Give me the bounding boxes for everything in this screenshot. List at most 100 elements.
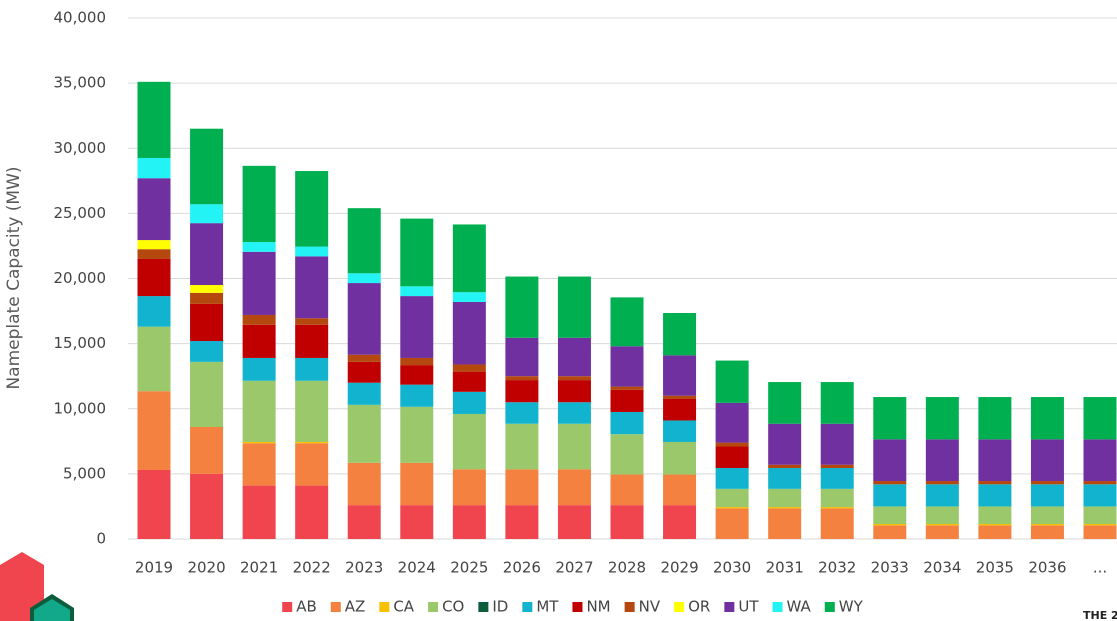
bar-segment [1030, 481, 1064, 485]
bar-segment [873, 506, 907, 525]
bar-segment [400, 365, 434, 385]
bar-segment [768, 468, 802, 489]
bar-segment [242, 485, 276, 539]
bar-segment [137, 249, 171, 259]
bar-segment [925, 524, 959, 526]
legend-swatch [824, 602, 835, 612]
bar-segment [137, 326, 171, 392]
bar-segment [452, 301, 486, 365]
bar-segment [715, 507, 749, 509]
bar-segment [1030, 506, 1064, 525]
bar-segment [715, 402, 749, 443]
legend-label: WA [787, 598, 812, 616]
bar-segment [137, 81, 171, 159]
bar-segment [715, 442, 749, 447]
bar-segment [347, 273, 381, 284]
legend-swatch [478, 602, 489, 612]
bar-segment [557, 423, 591, 470]
bar-segment [242, 165, 276, 243]
bar-segment [452, 391, 486, 414]
bar-segment [242, 441, 276, 444]
y-tick-label: 40,000 [54, 9, 107, 27]
bar-segment [1030, 397, 1064, 440]
bar-segment [190, 128, 224, 205]
x-tick-label: 2031 [766, 559, 804, 577]
bar-segment [820, 468, 854, 489]
bar-segment [190, 303, 224, 342]
bar-segment [452, 292, 486, 302]
legend-swatch [572, 602, 583, 612]
bar-segment [242, 251, 276, 315]
bar-segment [295, 357, 329, 381]
bar-segment [295, 485, 329, 539]
bar-segment [295, 318, 329, 325]
bar-segment [242, 324, 276, 358]
bar-segment [452, 371, 486, 392]
bar-segment [242, 380, 276, 442]
bar-segment [820, 423, 854, 465]
y-tick-label: 15,000 [54, 334, 107, 352]
bar-segment [505, 505, 539, 539]
bar-segment [452, 413, 486, 470]
bar-segment [505, 469, 539, 506]
y-tick-label: 10,000 [54, 399, 107, 417]
x-tick-label: 2025 [450, 559, 488, 577]
legend-label: MT [536, 598, 559, 616]
bar-segment [925, 481, 959, 485]
footer-text: THE 202 [1083, 609, 1117, 621]
bar-segment [1030, 484, 1064, 507]
bar-segment [190, 341, 224, 362]
bar-segment [715, 488, 749, 508]
bar-segment [610, 412, 644, 435]
bar-segment [663, 398, 697, 421]
legend-label: UT [738, 598, 759, 616]
legend-swatch [428, 602, 439, 612]
bar-segment [610, 505, 644, 539]
legend-swatch [282, 602, 293, 612]
bar-segment [557, 402, 591, 424]
bar-segment [1083, 484, 1117, 507]
bar-segment [190, 426, 224, 474]
legend-swatch [674, 602, 685, 612]
bar-segment [820, 508, 854, 539]
legend: AB AZ CA CO ID MT NM NV OR UT WA WY [282, 598, 864, 616]
bar-segment [978, 397, 1012, 440]
bar-segment [978, 484, 1012, 507]
bar-segment [768, 464, 802, 469]
bar-segment [1083, 506, 1117, 525]
y-tick-label: 0 [96, 530, 106, 548]
y-tick-label: 20,000 [54, 269, 107, 287]
bar-segment [400, 218, 434, 287]
legend-label: NM [586, 598, 610, 616]
y-tick-label: 25,000 [54, 204, 107, 222]
bar-segment [978, 506, 1012, 525]
x-tick-label: 2022 [293, 559, 331, 577]
bar-segment [347, 404, 381, 463]
bar-segment [557, 469, 591, 506]
bar-segment [190, 204, 224, 224]
x-tick-label: 2021 [240, 559, 278, 577]
legend-swatch [522, 602, 533, 612]
bar-segment [873, 484, 907, 507]
bar-segment [610, 386, 644, 390]
bar-segment [873, 481, 907, 485]
bar-segment [978, 439, 1012, 482]
bar-segment [137, 469, 171, 539]
bar-segment [295, 441, 329, 444]
bar-segment [452, 505, 486, 539]
bar-segment [1083, 524, 1117, 526]
bar-segment [190, 223, 224, 286]
bar-segment [505, 380, 539, 403]
bar-segment [768, 488, 802, 508]
x-tick-label: 2023 [345, 559, 383, 577]
bar-segment [663, 395, 697, 399]
bar-segment [190, 292, 224, 304]
bar-segment [137, 296, 171, 327]
bar-segment [137, 178, 171, 241]
bar-segment [190, 285, 224, 293]
bar-segment [1083, 439, 1117, 482]
x-tick-label: 2034 [923, 559, 961, 577]
bar-segment [505, 376, 539, 381]
bar-segment [663, 505, 697, 539]
logo [0, 552, 74, 621]
